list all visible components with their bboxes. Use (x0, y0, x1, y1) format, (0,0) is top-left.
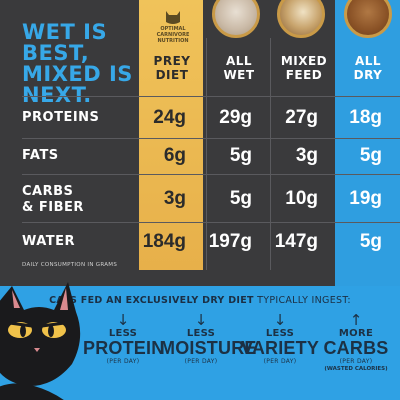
stat-qualifier: LESS (108, 328, 138, 339)
cell-proteins-dry: 18g (349, 107, 382, 128)
cat-head-icon (166, 11, 180, 24)
cell-water-prey: 184g (142, 231, 186, 252)
mixed-food-bowl-image (277, 0, 325, 38)
cell-fats-mixed: 3g (295, 145, 318, 166)
row-label-water: WATER (22, 234, 76, 249)
row-label-fats: FATS (22, 148, 59, 163)
row-divider (22, 96, 400, 97)
stat-qualifier: LESS (186, 328, 216, 339)
stat-label: VARIETY (240, 338, 320, 358)
cell-water-mixed: 147g (274, 231, 318, 252)
arrow-down-icon: ↓ (273, 311, 287, 329)
stat-label: CARBS (323, 338, 389, 358)
arrow-up-icon: ↑ (349, 311, 363, 329)
column-divider (206, 38, 207, 270)
cell-proteins-wet: 29g (219, 107, 252, 128)
column-header-line: FEED (285, 68, 323, 82)
cell-proteins-mixed: 27g (285, 107, 318, 128)
stat-per-day: (PER DAY) (106, 358, 140, 365)
arrow-down-icon: ↓ (194, 311, 208, 329)
stat-less-variety: ↓ LESS VARIETY (PER DAY) (240, 312, 320, 366)
column-header-prey-diet: PREY DIET (140, 54, 204, 82)
column-header-line: PREY (153, 54, 191, 68)
optimal-nutrition-seal: OPTIMAL CARNIVORE NUTRITION (149, 2, 197, 44)
stat-label: PROTEIN (83, 338, 165, 358)
stat-less-moisture: ↓ LESS MOISTURE (PER DAY) (160, 311, 257, 366)
cell-carbs-prey: 3g (163, 188, 186, 209)
row-label-line: & FIBER (22, 200, 84, 215)
row-divider (22, 222, 400, 223)
column-header-line: WET (223, 68, 255, 82)
stat-less-protein: ↓ LESS PROTEIN (PER DAY) (83, 311, 165, 366)
cell-carbs-dry: 19g (349, 188, 382, 209)
row-label-line: CARBS (22, 184, 74, 199)
column-divider (270, 38, 271, 270)
column-header-all-wet: ALL WET (207, 54, 271, 82)
headline-line: BEST, (22, 41, 90, 65)
all-dry-column-highlight (335, 0, 400, 286)
footnote: DAILY CONSUMPTION IN GRAMS (22, 262, 118, 268)
prey-diet-column-highlight (139, 0, 203, 270)
headline: WET IS BEST, MIXED IS NEXT. (22, 22, 162, 106)
headline-line: NEXT. (22, 83, 92, 107)
row-label-proteins: PROTEINS (22, 110, 100, 125)
cell-water-wet: 197g (208, 231, 252, 252)
cell-water-dry: 5g (359, 231, 382, 252)
cell-carbs-mixed: 10g (285, 188, 318, 209)
stat-per-day: (PER DAY) (263, 358, 297, 365)
seal-text: OPTIMAL (160, 26, 186, 32)
callout-title-rest: TYPICALLY INGEST: (253, 295, 351, 306)
stat-qualifier: MORE (338, 328, 374, 339)
column-header-line: DIET (155, 68, 189, 82)
cell-fats-prey: 6g (163, 145, 186, 166)
stat-per-day: (PER DAY) (184, 358, 218, 365)
row-divider (22, 174, 400, 175)
black-cat-illustration (0, 282, 81, 400)
column-header-mixed-feed: MIXED FEED (272, 54, 336, 82)
callout-title: CATS FED AN EXCLUSIVELY DRY DIET TYPICAL… (0, 295, 400, 306)
seal-text: CARNIVORE (156, 32, 190, 38)
dry-food-bowl-image (344, 0, 392, 38)
column-header-line: ALL (354, 54, 382, 68)
seal-text: NUTRITION (157, 38, 189, 44)
cell-fats-wet: 5g (229, 145, 252, 166)
cell-carbs-wet: 5g (229, 188, 252, 209)
column-header-line: ALL (225, 54, 253, 68)
wet-food-bowl-image (212, 0, 260, 38)
arrow-down-icon: ↓ (116, 311, 130, 329)
stat-wasted-calories: (WASTED CALORIES) (324, 366, 388, 372)
stat-label: MOISTURE (160, 338, 257, 358)
column-header-all-dry: ALL DRY (336, 54, 400, 82)
callout-title-bold: CATS FED AN EXCLUSIVELY DRY DIET (49, 295, 254, 306)
row-label-carbs-fiber: CARBS & FIBER (22, 184, 132, 216)
headline-line: MIXED IS (22, 62, 133, 86)
stat-per-day: (PER DAY) (339, 358, 373, 365)
cell-fats-dry: 5g (359, 145, 382, 166)
stat-qualifier: LESS (265, 328, 295, 339)
row-divider (22, 138, 400, 139)
stat-more-carbs: ↑ MORE CARBS (PER DAY) (WASTED CALORIES) (316, 312, 396, 373)
column-header-line: DRY (353, 68, 383, 82)
cell-proteins-prey: 24g (153, 107, 186, 128)
column-header-line: MIXED (280, 54, 328, 68)
headline-line: WET IS (22, 20, 108, 44)
